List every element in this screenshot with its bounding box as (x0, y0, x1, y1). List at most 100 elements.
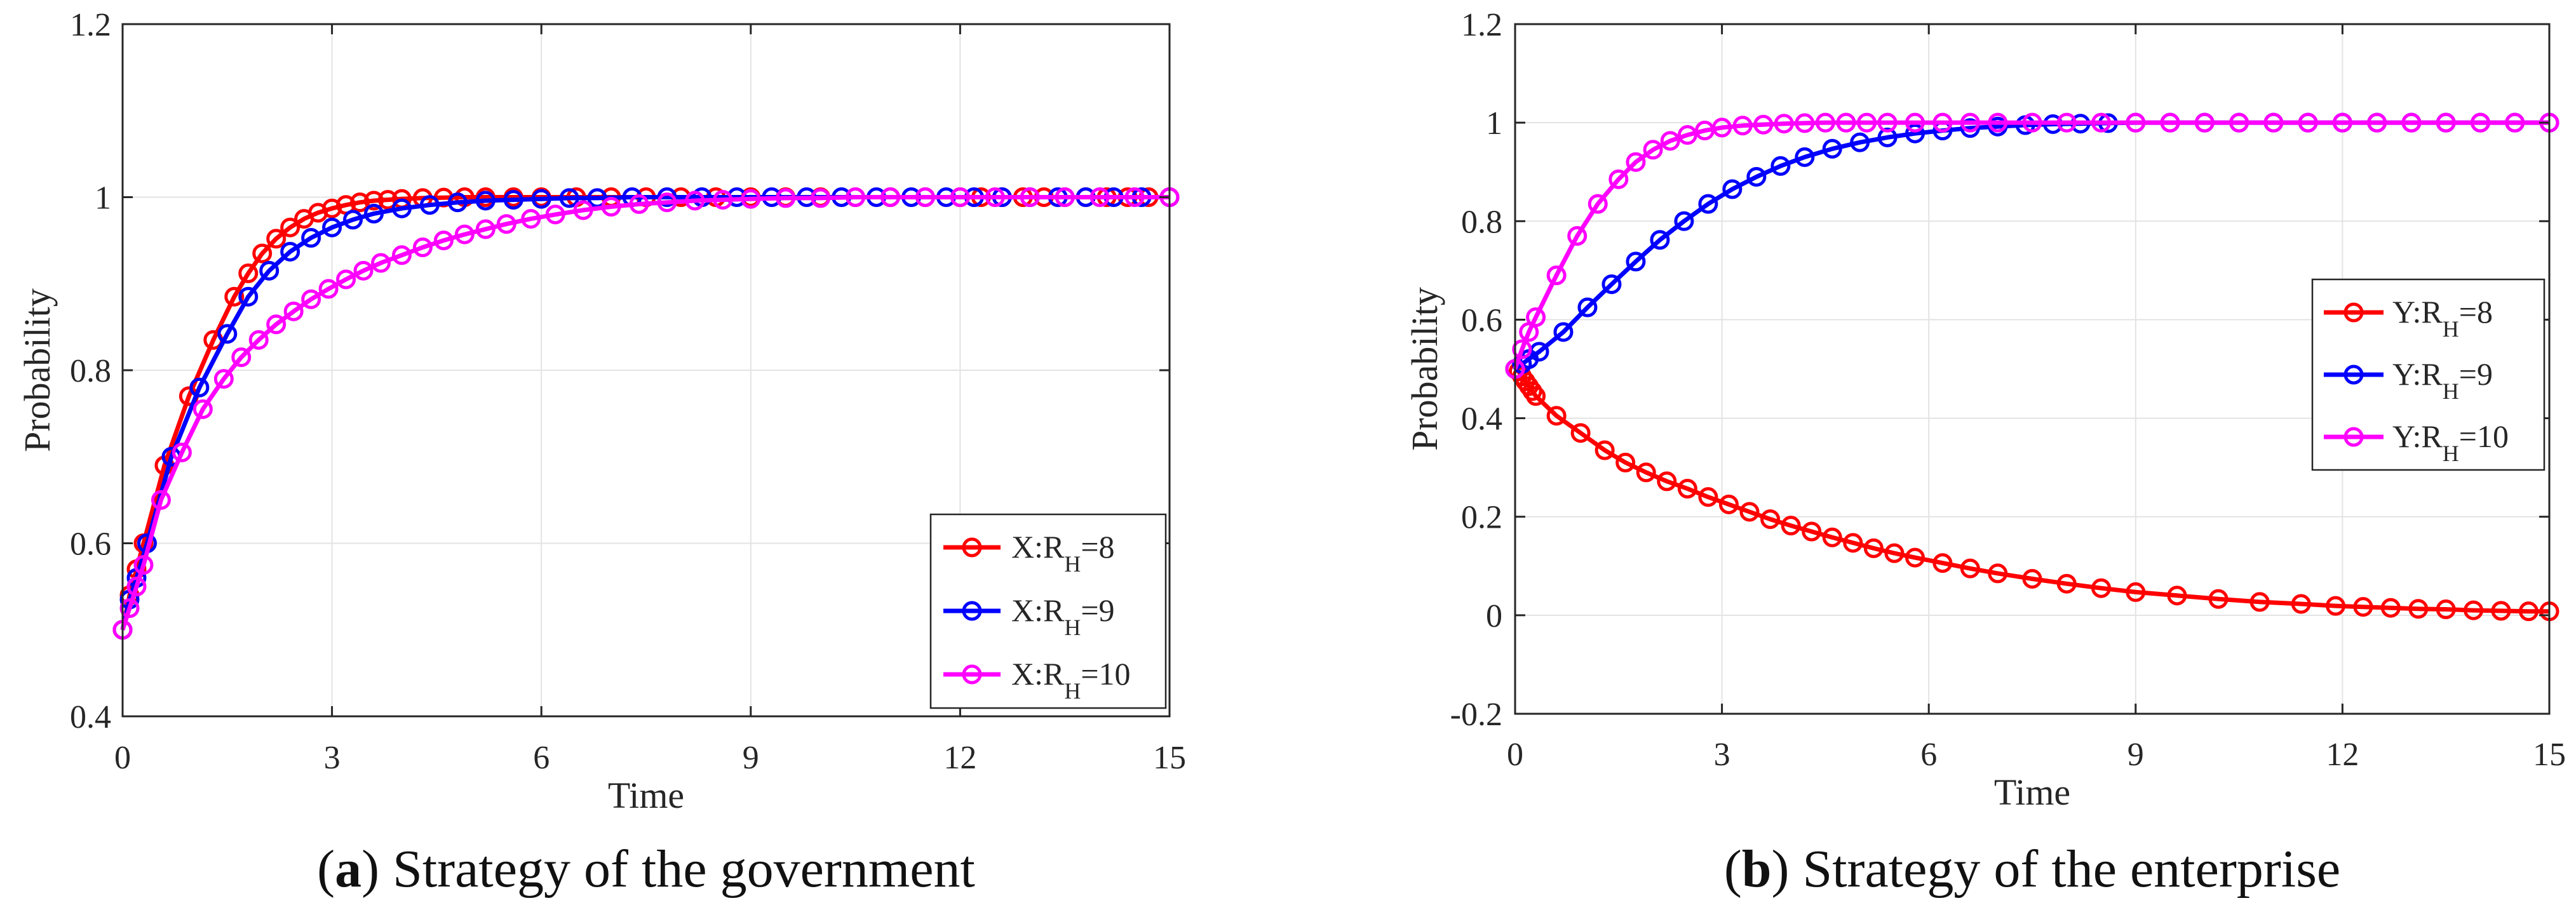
data-point (1905, 547, 1925, 568)
data-point (2401, 112, 2422, 133)
y-tick-label: 1.2 (1461, 7, 1502, 43)
legend-label: Y:RH=10 (2392, 418, 2509, 466)
data-point (2436, 599, 2456, 620)
data-point (741, 189, 761, 209)
series-layer (112, 187, 1180, 640)
y-tick-label: 0.8 (1461, 204, 1502, 240)
data-point (1602, 274, 1622, 295)
data-point (1988, 112, 2008, 133)
data-point (1822, 527, 1842, 547)
data-point (1722, 179, 1743, 199)
data-point (2126, 582, 2146, 602)
data-point (1781, 516, 1801, 536)
legend: X:RH=8 X:RH=9 X:RH=10 (929, 513, 1167, 709)
data-point (1526, 307, 1546, 328)
data-point (559, 188, 579, 208)
data-point (601, 196, 621, 217)
legend-item: Y:RH=9 (2324, 356, 2493, 404)
data-point (2056, 573, 2077, 594)
data-point (1760, 509, 1781, 530)
data-point (1677, 125, 1697, 145)
data-point (1608, 169, 1629, 189)
data-point (1960, 118, 1980, 138)
tick-labels: 0 3 6 9 12 15-0.200.20.40.60.811.2 (1450, 7, 2566, 773)
data-point (496, 214, 516, 234)
data-point (322, 217, 342, 238)
data-point (280, 217, 300, 238)
x-tick-label: 3 (324, 740, 341, 776)
y-tick-label: 0.2 (1461, 500, 1502, 536)
data-point (531, 189, 551, 209)
x-tick-label: 15 (1153, 740, 1186, 776)
data-point (1850, 132, 1870, 152)
legend-swatch-marker (962, 537, 982, 558)
data-point (266, 229, 287, 249)
data-point (1577, 297, 1598, 318)
data-point (231, 347, 252, 368)
data-point (454, 224, 475, 244)
data-point (213, 369, 234, 389)
data-point (1843, 533, 1863, 553)
caption-b-letter: b (1742, 840, 1772, 899)
data-point (238, 263, 259, 283)
data-point (1588, 194, 1608, 214)
data-point (2091, 112, 2112, 133)
data-point (2208, 589, 2229, 609)
data-point (2518, 601, 2539, 622)
y-tick-label: 0 (1486, 598, 1502, 634)
x-tick-label: 6 (1920, 737, 1937, 773)
data-point (2056, 112, 2077, 133)
data-point (2249, 592, 2270, 612)
data-point (2194, 112, 2215, 133)
data-point (475, 219, 496, 239)
data-point (2505, 112, 2525, 133)
y-tick-label: 1 (1486, 105, 1502, 142)
legend-item: Y:RH=8 (2324, 294, 2493, 342)
legend: Y:RH=8 Y:RH=9 Y:RH=10 (2311, 278, 2546, 471)
data-point (371, 253, 391, 273)
data-point (2298, 112, 2318, 133)
data-point (776, 188, 796, 208)
data-point (521, 209, 541, 229)
data-point (126, 577, 147, 597)
data-point (2367, 112, 2387, 133)
data-point (1718, 494, 1739, 514)
data-point (1857, 112, 1877, 133)
data-point (2167, 585, 2187, 606)
data-point (1770, 156, 1791, 176)
data-point (412, 238, 433, 258)
data-point (192, 399, 213, 419)
data-point (2091, 578, 2112, 598)
data-point (685, 191, 705, 211)
data-point (1774, 114, 1794, 134)
data-point (280, 241, 300, 262)
data-point (2332, 112, 2352, 133)
caption-b: (b) Strategy of the enterprise (1724, 840, 2340, 899)
data-point (353, 260, 374, 281)
series-rh-10 (112, 187, 1180, 640)
y-tick-label: 0.6 (1461, 302, 1502, 338)
legend-swatch-marker (2343, 302, 2364, 323)
caption-a-text: Strategy of the government (379, 840, 975, 899)
y-tick-label: 0.4 (70, 699, 111, 735)
data-point (545, 204, 565, 225)
x-tick-label: 0 (1507, 737, 1523, 773)
series-rh-8 (1505, 359, 2559, 622)
data-point (133, 555, 154, 575)
data-point (2408, 599, 2429, 619)
data-point (1822, 138, 1842, 159)
data-point (503, 190, 523, 210)
caption-a-letter: a (335, 840, 361, 899)
y-tick-label: -0.2 (1450, 697, 1502, 733)
tick-labels: 0 3 6 9 12 15 0.4 0.6 0.8 1 1.2 (70, 7, 1186, 776)
legend-item: X:RH=8 (943, 529, 1115, 577)
data-point (1836, 112, 1856, 133)
series-rh-10 (1505, 112, 2559, 379)
data-point (1698, 194, 1718, 214)
data-point (1020, 187, 1040, 207)
data-point (1124, 187, 1145, 207)
data-point (350, 192, 370, 213)
chart-panel-a: 0 3 6 9 12 15 0.4 0.6 0.8 1 1.2 Time Probability X… (17, 7, 1186, 816)
data-point (880, 187, 901, 207)
data-point (1795, 147, 1815, 167)
